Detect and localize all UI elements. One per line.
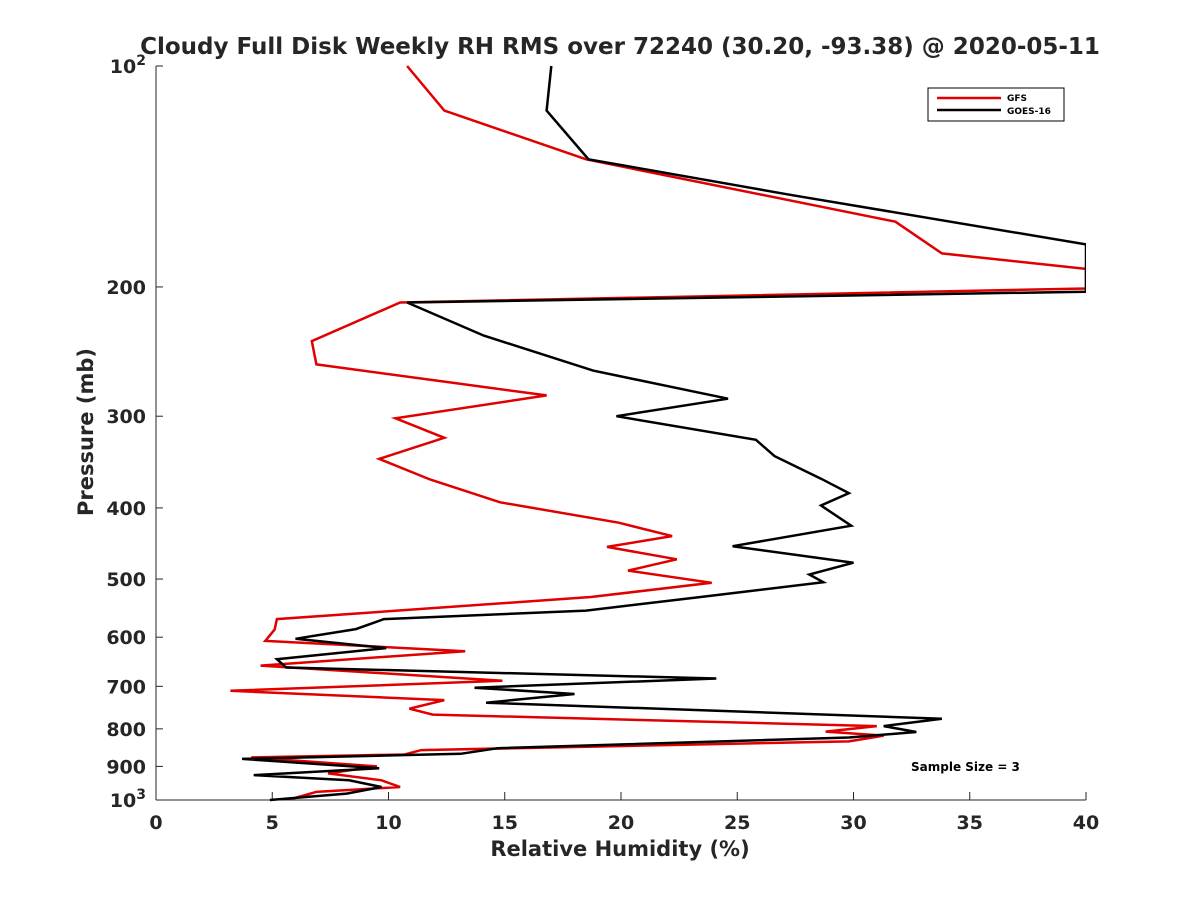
x-tick-label: 0: [149, 812, 162, 834]
legend: GFS GOES-16: [927, 87, 1065, 122]
x-tick-label: 25: [724, 812, 750, 834]
sample-size-annotation: Sample Size = 3: [911, 760, 1020, 774]
plot-area: [155, 66, 1086, 801]
x-axis: 0 5 10 15 20 25 30 35 40: [149, 792, 1099, 834]
x-tick-label: 10: [375, 812, 401, 834]
y-axis-label: Pressure (mb): [74, 348, 98, 516]
x-tick-label: 40: [1073, 812, 1099, 834]
y-tick-label: 800: [106, 719, 146, 741]
y-tick-label: 600: [106, 627, 146, 649]
legend-label-gfs: GFS: [1007, 94, 1027, 104]
y-tick-label: 103: [110, 787, 146, 812]
y-tick-label-base: 10: [110, 56, 136, 78]
y-tick-label: 500: [106, 569, 146, 591]
y-tick-label: 700: [106, 676, 146, 698]
x-tick-label: 30: [840, 812, 866, 834]
y-tick-label: 900: [106, 756, 146, 778]
y-tick-label: 102: [110, 53, 146, 78]
y-tick-label-exponent: 2: [136, 53, 146, 69]
x-tick-label: 20: [608, 812, 634, 834]
y-tick-label-exponent: 3: [136, 787, 146, 803]
legend-label-goes16: GOES-16: [1007, 107, 1051, 117]
x-tick-label: 35: [957, 812, 983, 834]
x-tick-label: 15: [492, 812, 518, 834]
x-tick-label: 5: [266, 812, 279, 834]
x-axis-label: Relative Humidity (%): [490, 837, 749, 861]
series-layer: [230, 65, 1086, 802]
y-tick-label: 400: [106, 498, 146, 520]
chart-title: Cloudy Full Disk Weekly RH RMS over 7224…: [140, 34, 1100, 60]
series-line-goes16: [241, 65, 1086, 802]
y-tick-label-base: 10: [110, 790, 136, 812]
y-tick-label: 200: [106, 277, 146, 299]
y-tick-label: 300: [106, 406, 146, 428]
series-line-gfs: [230, 65, 1086, 800]
legend-box: [927, 87, 1065, 122]
